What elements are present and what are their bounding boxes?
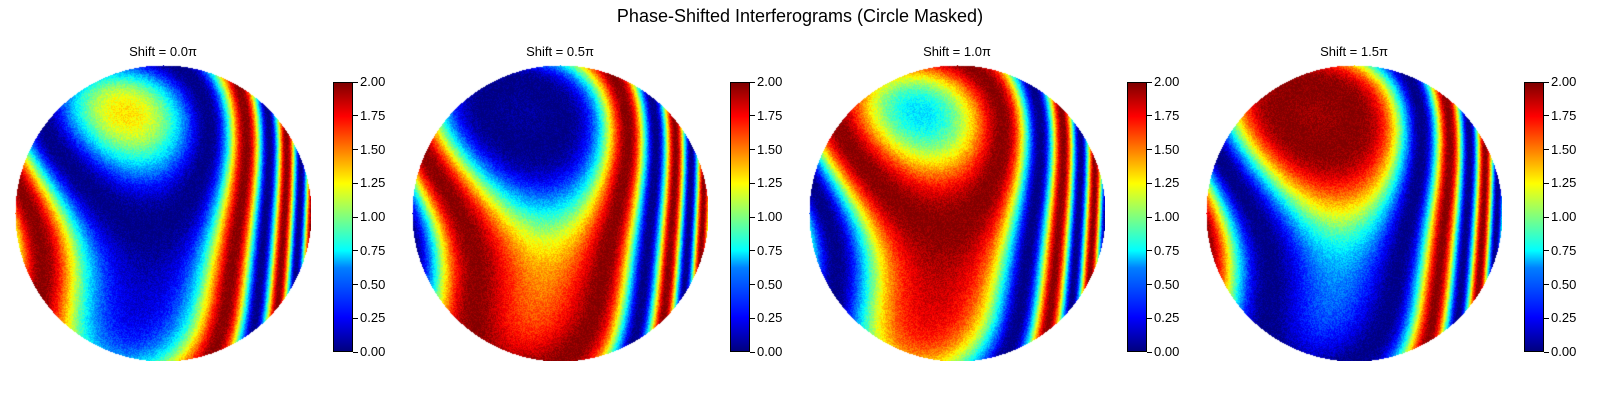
colorbar-tick-mark: [1544, 115, 1549, 117]
colorbar-tick-label: 1.75: [1154, 107, 1180, 123]
colorbar-tick-label: 1.00: [1154, 209, 1180, 224]
colorbar-tick-mark: [750, 351, 755, 353]
colorbar-tick-mark: [353, 216, 358, 218]
colorbar-tick-mark: [750, 284, 755, 285]
interferogram-heatmap: [809, 65, 1105, 361]
panel-title: Shift = 0.5π: [526, 44, 594, 59]
colorbar-tick-label: 0.50: [1551, 276, 1577, 292]
colorbar-tick-mark: [1147, 115, 1152, 117]
colorbar-tick-label: 0.00: [757, 344, 783, 359]
colorbar-tick-label: 0.25: [1154, 310, 1180, 326]
colorbar-tick-label: 0.75: [360, 242, 386, 258]
colorbar-tick-label: 0.50: [757, 276, 783, 292]
colorbar-tick-mark: [353, 149, 358, 150]
colorbar-tick-label: 0.25: [360, 310, 386, 326]
colorbar-tick-label: 1.00: [1551, 209, 1577, 224]
colorbar-tick-label: 0.00: [1551, 344, 1577, 359]
colorbar-tick-label: 2.00: [360, 74, 386, 89]
figure-title: Phase-Shifted Interferograms (Circle Mas…: [616, 6, 984, 26]
colorbar: [730, 82, 750, 352]
colorbar: [1524, 82, 1544, 352]
colorbar: [333, 82, 353, 352]
colorbar-tick-label: 0.25: [1551, 310, 1577, 326]
colorbar-tick-label: 0.50: [1154, 276, 1180, 292]
interferogram-heatmap: [15, 65, 311, 361]
colorbar-tick-label: 1.75: [1551, 107, 1577, 123]
colorbar: [1127, 82, 1147, 352]
colorbar-tick-label: 1.75: [360, 107, 386, 123]
colorbar-tick-label: 0.75: [1154, 242, 1180, 258]
colorbar-tick-mark: [750, 317, 755, 319]
colorbar-tick-mark: [353, 182, 358, 184]
colorbar-tick-mark: [1147, 284, 1152, 285]
colorbar-tick-label: 1.50: [1154, 141, 1180, 157]
colorbar-tick-label: 0.00: [1154, 344, 1180, 359]
colorbar-tick-mark: [353, 250, 358, 252]
panel-title: Shift = 1.0π: [923, 44, 991, 59]
colorbar-tick-mark: [1147, 149, 1152, 150]
colorbar-tick-label: 1.25: [1154, 175, 1180, 191]
colorbar-tick-mark: [750, 81, 755, 83]
colorbar-tick-mark: [1544, 149, 1549, 150]
colorbar-tick-label: 0.50: [360, 276, 386, 292]
interferogram-heatmap: [1206, 65, 1502, 361]
panel-title: Shift = 1.5π: [1320, 44, 1388, 59]
colorbar-tick-label: 0.25: [757, 310, 783, 326]
colorbar-tick-mark: [1147, 182, 1152, 184]
colorbar-tick-mark: [1544, 182, 1549, 184]
colorbar-tick-mark: [750, 182, 755, 184]
colorbar-tick-label: 1.25: [360, 175, 386, 191]
colorbar-tick-mark: [1544, 351, 1549, 353]
colorbar-tick-mark: [1147, 317, 1152, 319]
colorbar-tick-label: 1.25: [757, 175, 783, 191]
colorbar-tick-mark: [1544, 284, 1549, 285]
colorbar-tick-label: 1.25: [1551, 175, 1577, 191]
colorbar-tick-mark: [353, 351, 358, 353]
colorbar-tick-label: 0.00: [360, 344, 386, 359]
colorbar-tick-mark: [1544, 216, 1549, 218]
colorbar-tick-label: 2.00: [757, 74, 783, 89]
colorbar-tick-label: 0.75: [757, 242, 783, 258]
colorbar-tick-label: 1.00: [360, 209, 386, 224]
panel-title: Shift = 0.0π: [129, 44, 197, 59]
colorbar-tick-label: 1.75: [757, 107, 783, 123]
colorbar-tick-label: 1.50: [1551, 141, 1577, 157]
colorbar-tick-mark: [1147, 351, 1152, 353]
interferogram-heatmap: [412, 65, 708, 361]
colorbar-tick-mark: [353, 81, 358, 83]
colorbar-tick-mark: [750, 250, 755, 252]
colorbar-tick-mark: [750, 216, 755, 218]
colorbar-tick-label: 1.50: [757, 141, 783, 157]
colorbar-tick-mark: [353, 115, 358, 117]
colorbar-tick-mark: [1544, 317, 1549, 319]
colorbar-tick-label: 2.00: [1551, 74, 1577, 89]
colorbar-tick-mark: [750, 115, 755, 117]
colorbar-tick-mark: [1147, 250, 1152, 252]
colorbar-tick-mark: [353, 317, 358, 319]
colorbar-tick-label: 2.00: [1154, 74, 1180, 89]
colorbar-tick-mark: [1544, 250, 1549, 252]
colorbar-tick-mark: [353, 284, 358, 285]
colorbar-tick-mark: [750, 149, 755, 150]
colorbar-tick-mark: [1147, 216, 1152, 218]
colorbar-tick-mark: [1544, 81, 1549, 83]
colorbar-tick-label: 1.00: [757, 209, 783, 224]
colorbar-tick-label: 1.50: [360, 141, 386, 157]
colorbar-tick-mark: [1147, 81, 1152, 83]
colorbar-tick-label: 0.75: [1551, 242, 1577, 258]
